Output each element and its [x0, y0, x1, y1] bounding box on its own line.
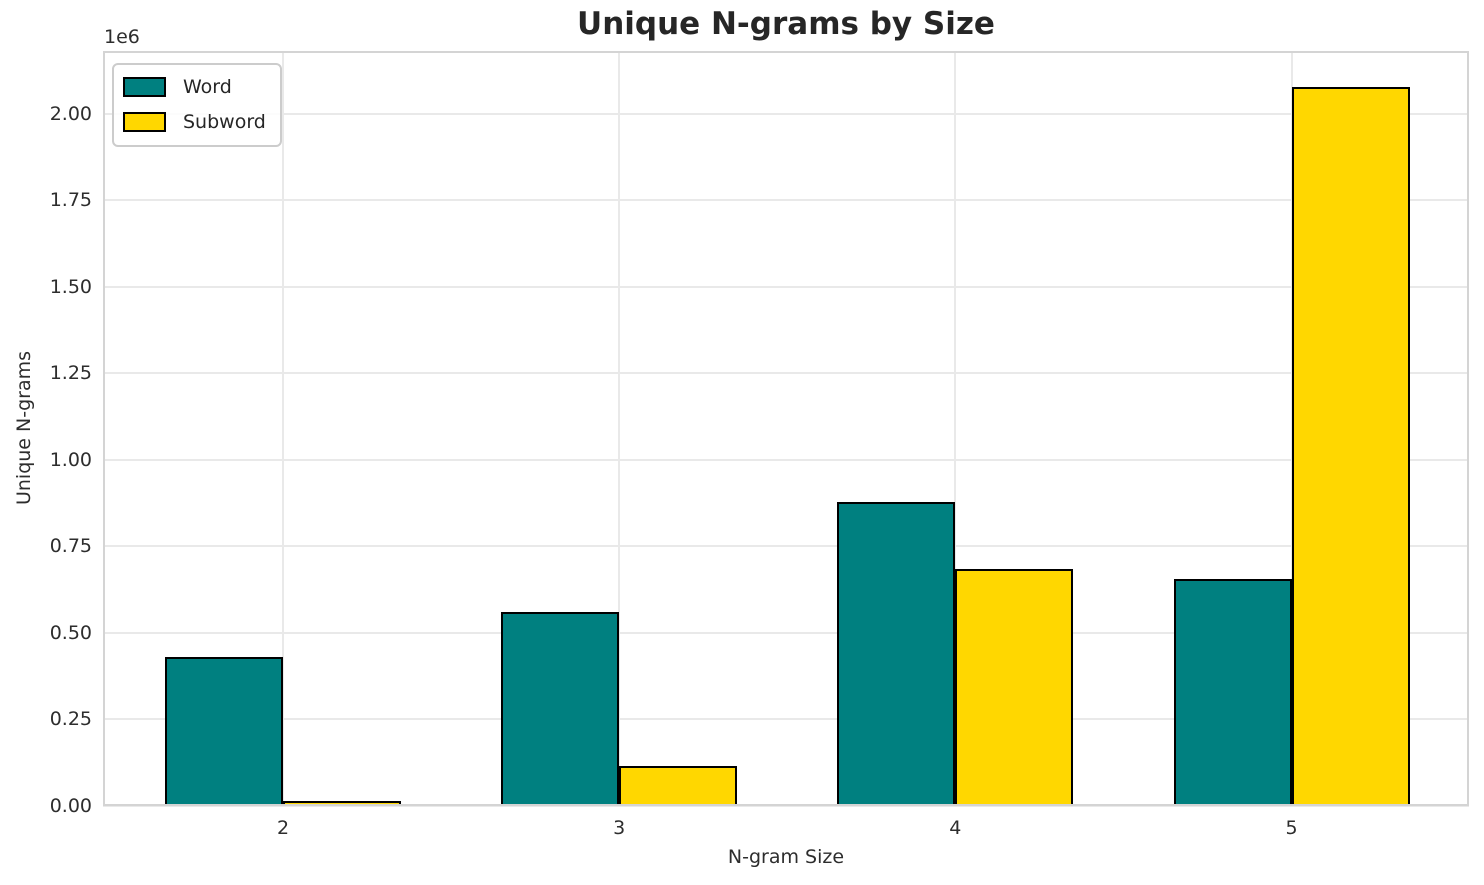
legend-label-word: Word [183, 76, 232, 98]
y-tick-label: 1.50 [49, 275, 92, 298]
bar-word-ngram-2 [165, 657, 283, 806]
gridline-horizontal [103, 285, 1469, 288]
y-tick-label: 2.00 [49, 102, 92, 125]
bar-word-ngram-4 [837, 501, 956, 806]
gridline-horizontal [103, 112, 1469, 115]
y-tick-label: 1.00 [49, 448, 92, 471]
gridline-horizontal [103, 805, 1469, 807]
bar-word-ngram-5 [1173, 579, 1292, 806]
chart-title: Unique N-grams by Size [577, 6, 995, 42]
y-axis-offset-label: 1e6 [104, 26, 140, 48]
x-tick-label: 3 [613, 817, 626, 839]
plot-area: Word Subword [103, 51, 1469, 807]
gridline-horizontal [103, 458, 1469, 461]
legend: Word Subword [112, 63, 282, 147]
y-tick-label: 0.50 [49, 621, 92, 644]
gridline-horizontal [103, 718, 1469, 721]
gridline-horizontal [103, 631, 1469, 634]
gridline-horizontal [103, 372, 1469, 375]
y-tick-label: 0.00 [49, 795, 92, 817]
legend-swatch-subword [123, 112, 166, 132]
x-tick-label: 4 [949, 817, 962, 839]
x-tick-label: 5 [1285, 817, 1298, 839]
gridline-vertical [954, 51, 957, 806]
gridline-horizontal [103, 545, 1469, 548]
x-axis-label: N-gram Size [727, 846, 845, 868]
y-tick-label: 0.25 [49, 708, 92, 731]
y-tick-label: 1.25 [49, 362, 92, 385]
bar-subword-ngram-5 [1291, 86, 1410, 806]
y-tick-label: 0.75 [49, 535, 92, 558]
x-tick-label: 2 [276, 817, 290, 839]
bar-subword-ngram-3 [619, 766, 738, 806]
legend-label-subword: Subword [183, 111, 266, 133]
legend-item-subword: Subword [123, 109, 266, 135]
bar-subword-ngram-2 [283, 800, 401, 806]
bar-word-ngram-3 [501, 611, 620, 806]
y-tick-label: 1.75 [49, 189, 92, 212]
gridline-vertical [282, 51, 284, 806]
legend-item-word: Word [123, 74, 266, 100]
bar-subword-ngram-4 [955, 569, 1074, 806]
gridline-vertical [618, 51, 621, 806]
legend-swatch-word [123, 77, 166, 97]
gridline-horizontal [103, 199, 1469, 202]
